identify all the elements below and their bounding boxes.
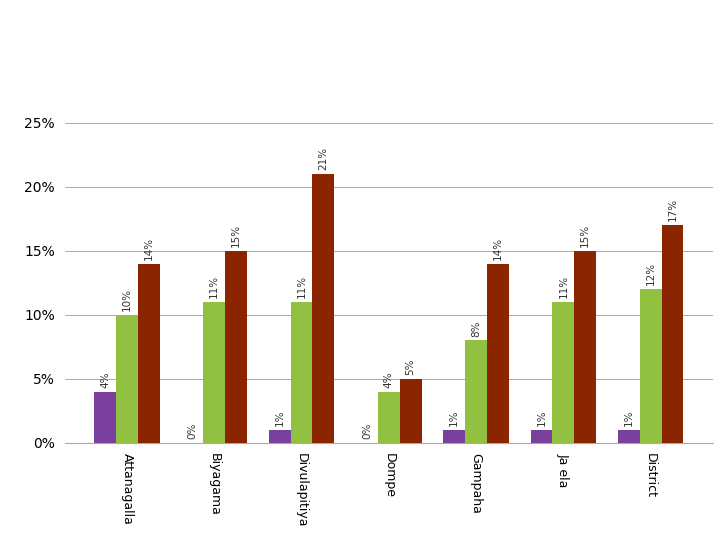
- Text: 8%: 8%: [471, 320, 481, 336]
- Text: 11%: 11%: [210, 275, 220, 298]
- Text: 15%: 15%: [580, 224, 590, 247]
- Bar: [552, 302, 575, 443]
- Text: % of children with Calculus: % of children with Calculus: [11, 25, 434, 52]
- Bar: [400, 379, 421, 443]
- Text: 1%: 1%: [624, 410, 634, 426]
- Bar: [487, 264, 509, 443]
- Text: 1%: 1%: [536, 410, 546, 426]
- Bar: [225, 251, 247, 443]
- Bar: [575, 251, 596, 443]
- Bar: [203, 302, 225, 443]
- Text: 0%: 0%: [362, 423, 372, 439]
- Bar: [138, 264, 160, 443]
- Bar: [639, 289, 662, 443]
- Text: 15%: 15%: [231, 224, 241, 247]
- Text: 12%: 12%: [646, 262, 656, 285]
- Text: 1%: 1%: [275, 410, 284, 426]
- Bar: [378, 392, 400, 443]
- Text: 10%: 10%: [122, 288, 132, 311]
- Bar: [116, 315, 138, 443]
- Bar: [618, 430, 639, 443]
- Text: 11%: 11%: [297, 275, 307, 298]
- Bar: [662, 225, 683, 443]
- Bar: [465, 340, 487, 443]
- Bar: [291, 302, 312, 443]
- Bar: [269, 430, 291, 443]
- Text: 11%: 11%: [558, 275, 568, 298]
- Bar: [444, 430, 465, 443]
- Text: (out of screened): (out of screened): [446, 30, 607, 48]
- Bar: [531, 430, 552, 443]
- Text: 14%: 14%: [144, 237, 154, 260]
- Text: 4%: 4%: [384, 372, 394, 388]
- Bar: [312, 174, 334, 443]
- Text: 5%: 5%: [405, 359, 415, 375]
- Text: 4%: 4%: [100, 372, 110, 388]
- Text: 14%: 14%: [493, 237, 503, 260]
- Text: 1%: 1%: [449, 410, 459, 426]
- Text: 0%: 0%: [187, 423, 197, 439]
- Bar: [94, 392, 116, 443]
- Text: 21%: 21%: [318, 147, 328, 170]
- Text: 17%: 17%: [667, 198, 678, 221]
